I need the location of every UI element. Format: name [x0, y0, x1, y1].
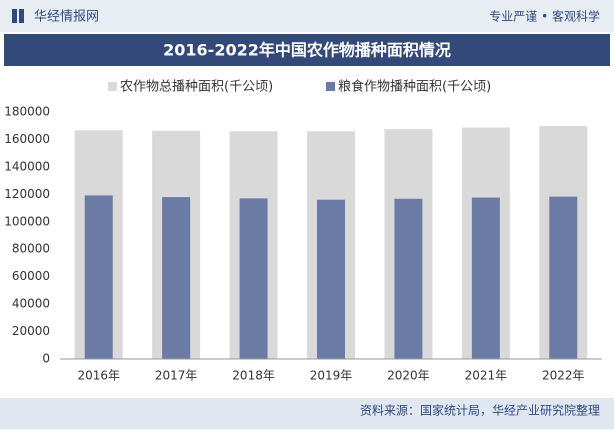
x-tick-label: 2022年 [542, 369, 585, 383]
chart-title: 2016-2022年中国农作物播种面积情况 [163, 41, 451, 60]
footer-band [0, 398, 614, 429]
y-tick-label: 60000 [12, 269, 50, 283]
slogan: 专业严谨 • 客观科学 [489, 9, 600, 24]
x-tick-label: 2017年 [155, 369, 198, 383]
y-tick-label: 140000 [4, 159, 50, 173]
y-tick-label: 180000 [4, 105, 50, 119]
logo-icon [19, 9, 24, 23]
x-tick-label: 2019年 [310, 369, 353, 383]
logo-text: 华经情报网 [34, 10, 99, 25]
bar [394, 198, 423, 359]
legend-swatch [326, 82, 335, 91]
bar [84, 195, 113, 359]
y-tick-label: 20000 [12, 324, 50, 338]
y-tick-label: 40000 [12, 297, 50, 311]
bar [549, 196, 578, 359]
y-tick-label: 160000 [4, 132, 50, 146]
source: 资料来源：国家统计局，华经产业研究院整理 [360, 403, 600, 418]
y-tick-label: 0 [42, 352, 50, 366]
header-band [0, 0, 614, 32]
bar [162, 197, 191, 359]
bar [239, 198, 268, 359]
bar [471, 197, 500, 359]
logo-icon [12, 9, 17, 23]
legend-swatch [108, 82, 117, 91]
legend-label: 粮食作物播种面积(千公顷) [338, 79, 491, 95]
y-tick-label: 100000 [4, 214, 50, 228]
title-band [4, 34, 610, 66]
x-tick-label: 2021年 [465, 369, 508, 383]
bar [317, 199, 345, 359]
y-tick-label: 120000 [4, 187, 50, 201]
x-tick-label: 2018年 [232, 369, 275, 383]
x-tick-label: 2016年 [77, 369, 120, 383]
x-tick-label: 2020年 [387, 369, 430, 383]
legend-label: 农作物总播种面积(千公顷) [120, 80, 273, 95]
y-tick-label: 80000 [12, 242, 50, 256]
